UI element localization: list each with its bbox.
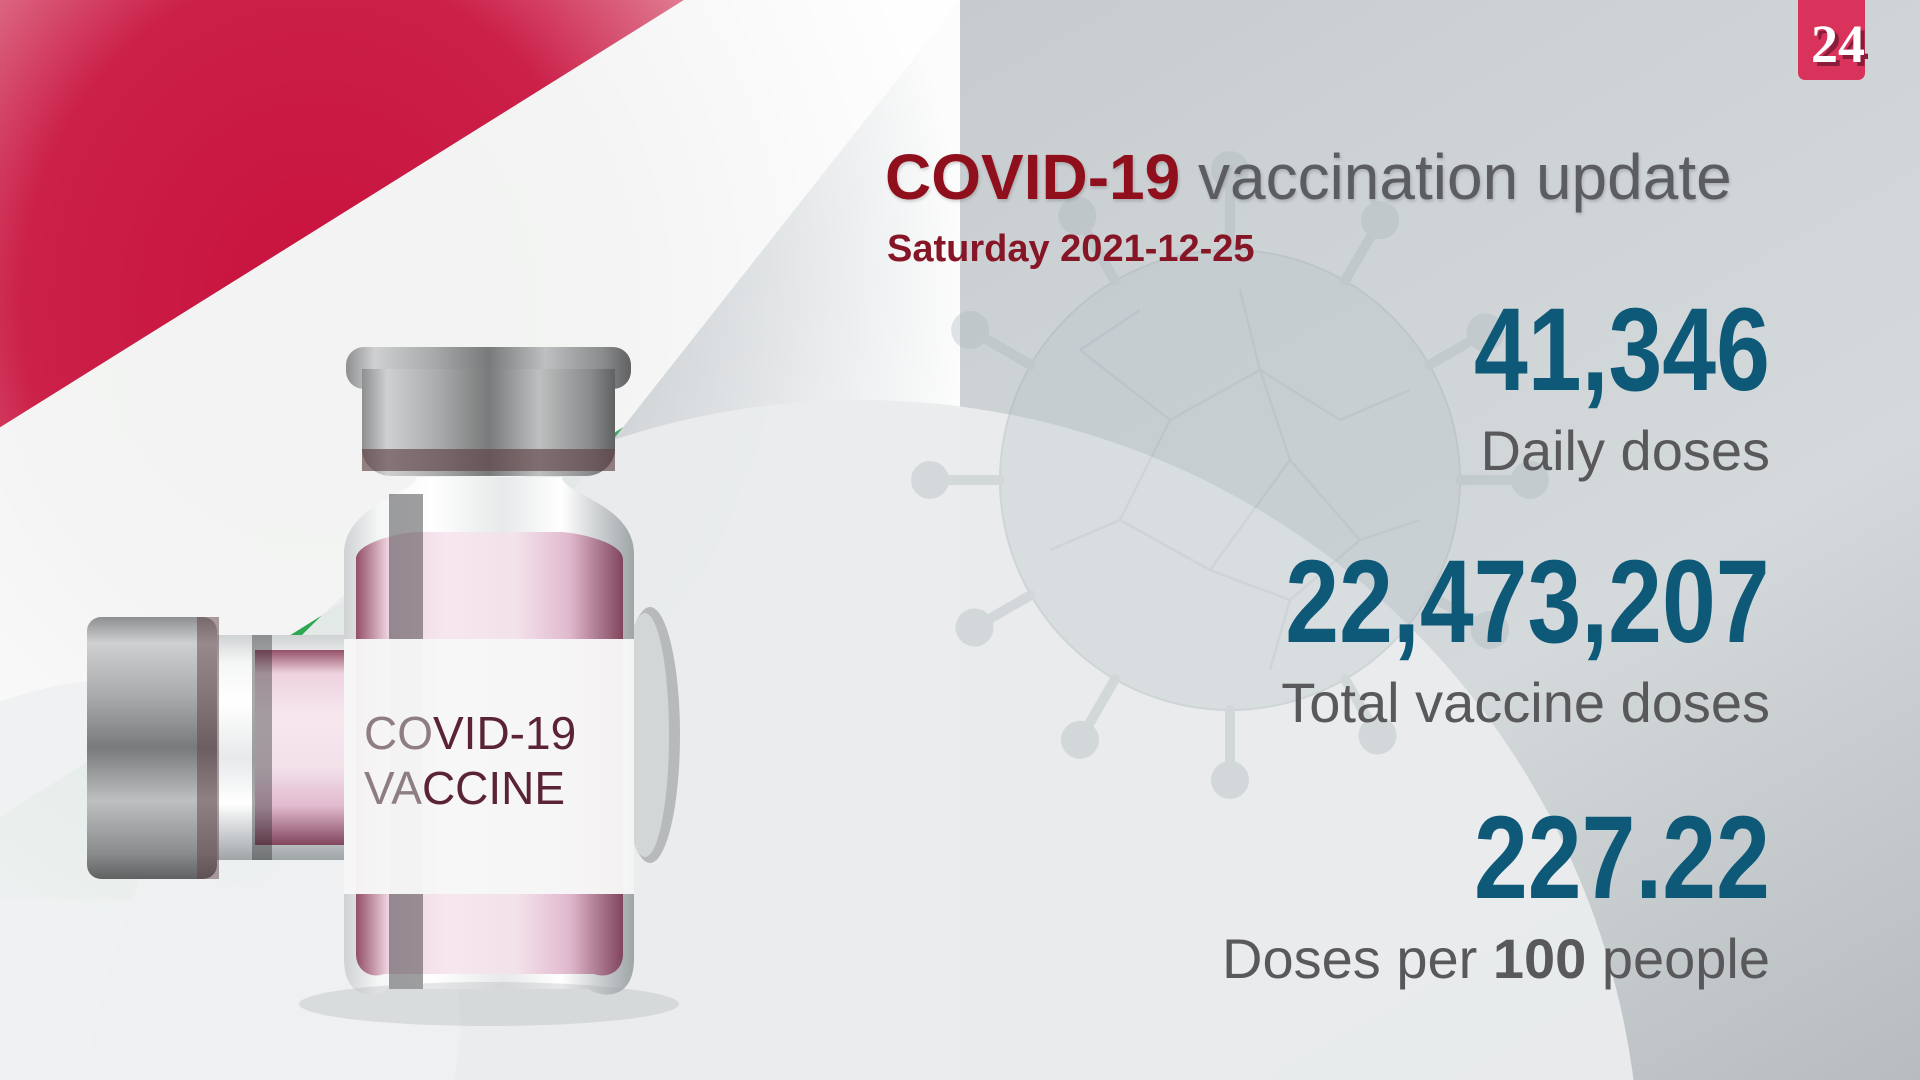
- svg-text:COVID-19: COVID-19: [364, 707, 576, 759]
- svg-text:VACCINE: VACCINE: [364, 762, 565, 814]
- svg-text:24: 24: [1811, 14, 1865, 74]
